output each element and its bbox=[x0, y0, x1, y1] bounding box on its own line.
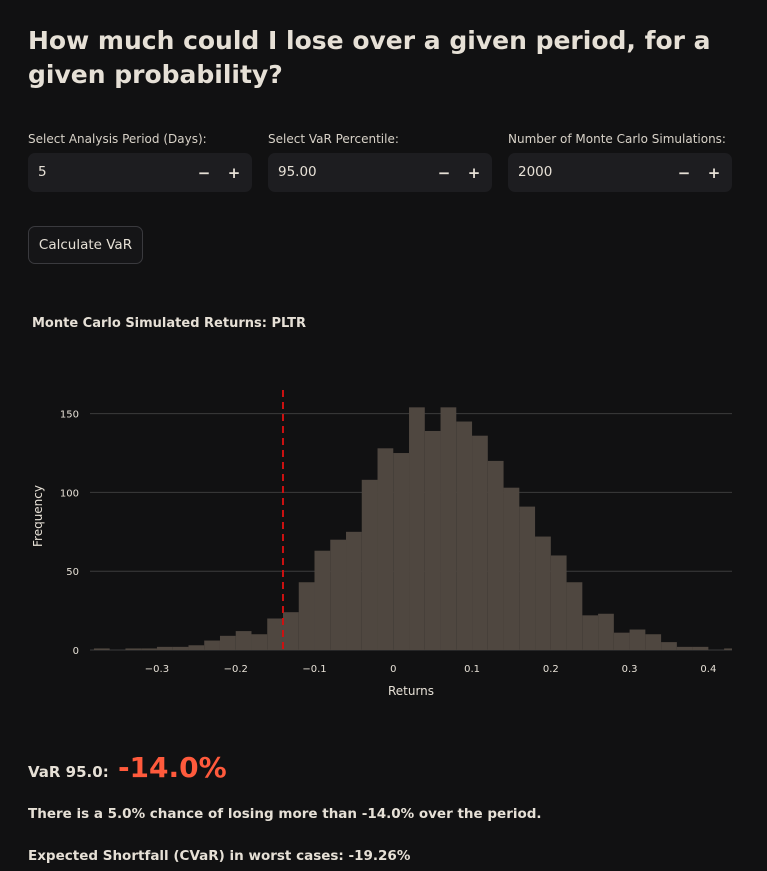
percentile-field: Select VaR Percentile: 95.00 − + bbox=[268, 130, 492, 192]
y-tick-label: 150 bbox=[60, 410, 79, 421]
histogram-bar bbox=[141, 648, 157, 650]
cvar-text: Expected Shortfall (CVaR) in worst cases… bbox=[28, 848, 411, 864]
calculate-var-button[interactable]: Calculate VaR bbox=[28, 226, 143, 264]
histogram-bar bbox=[172, 646, 189, 650]
x-tick-label: −0.1 bbox=[302, 664, 326, 675]
page-title: How much could I lose over a given perio… bbox=[28, 26, 711, 89]
histogram-bar bbox=[235, 631, 252, 650]
x-tick-label: 0.1 bbox=[464, 664, 480, 675]
period-label: Select Analysis Period (Days): bbox=[28, 132, 207, 146]
histogram-bar bbox=[613, 632, 630, 650]
histogram-bar bbox=[409, 407, 425, 650]
histogram-bar bbox=[267, 618, 283, 650]
histogram-chart: 0 50 100 150 −0.3 −0.2 −0.1 0 0.1 0.2 0.3 0.4 Retur… bbox=[31, 390, 732, 698]
histogram-bar bbox=[629, 629, 646, 650]
period-decrement-button[interactable]: − bbox=[197, 163, 211, 182]
histogram-bar bbox=[377, 448, 394, 650]
histogram-bar bbox=[503, 487, 520, 650]
simulations-field: Number of Monte Carlo Simulations: 2000 … bbox=[508, 130, 732, 192]
x-tick-label: 0 bbox=[390, 664, 396, 675]
histogram-bar bbox=[298, 582, 315, 650]
histogram-bar bbox=[535, 536, 551, 650]
histogram-bar bbox=[204, 640, 220, 650]
percentile-increment-button[interactable]: + bbox=[467, 163, 481, 182]
percentile-decrement-button[interactable]: − bbox=[437, 163, 451, 182]
x-tick-label: −0.3 bbox=[145, 664, 169, 675]
x-tick-label: 0.3 bbox=[622, 664, 638, 675]
histogram-bar bbox=[125, 648, 142, 650]
histogram-bar bbox=[219, 635, 236, 650]
histogram-bar bbox=[393, 453, 410, 650]
histogram-bar bbox=[93, 648, 110, 650]
histogram-bar bbox=[519, 506, 536, 650]
period-increment-button[interactable]: + bbox=[227, 163, 241, 182]
histogram-bar bbox=[440, 407, 457, 650]
histogram-bar bbox=[724, 648, 732, 650]
x-tick-label: 0.2 bbox=[543, 664, 559, 675]
chart-title: Monte Carlo Simulated Returns: PLTR bbox=[32, 316, 306, 331]
histogram-bar bbox=[692, 646, 709, 650]
histogram-bar bbox=[424, 430, 441, 650]
period-stepper[interactable]: 5 − + bbox=[28, 153, 252, 192]
histogram-bar bbox=[156, 646, 173, 650]
var-label: VaR 95.0: bbox=[28, 763, 109, 781]
histogram-bar bbox=[456, 421, 473, 650]
x-tick-label: −0.2 bbox=[224, 664, 248, 675]
histogram-bar bbox=[472, 435, 488, 650]
histogram-bar bbox=[598, 613, 614, 650]
histogram-bar bbox=[282, 612, 299, 650]
histogram-bar bbox=[582, 615, 599, 650]
histogram-bar bbox=[346, 531, 362, 650]
histogram-bar bbox=[645, 634, 662, 650]
percentile-input[interactable]: 95.00 bbox=[278, 164, 317, 180]
histogram-bar bbox=[487, 460, 504, 650]
histogram-bar bbox=[330, 539, 347, 650]
y-tick-label: 0 bbox=[73, 646, 79, 657]
percentile-stepper[interactable]: 95.00 − + bbox=[268, 153, 492, 192]
x-tick-label: 0.4 bbox=[700, 664, 716, 675]
var-value: -14.0% bbox=[117, 751, 227, 784]
y-tick-label: 100 bbox=[60, 488, 79, 499]
simulations-decrement-button[interactable]: − bbox=[677, 163, 691, 182]
histogram-bar bbox=[661, 642, 677, 650]
histogram-bar bbox=[676, 646, 693, 650]
period-input[interactable]: 5 bbox=[38, 164, 47, 180]
y-tick-label: 50 bbox=[66, 567, 79, 578]
simulations-label: Number of Monte Carlo Simulations: bbox=[508, 132, 726, 146]
percentile-label: Select VaR Percentile: bbox=[268, 132, 399, 146]
histogram-bar bbox=[361, 479, 378, 650]
x-axis-label: Returns bbox=[388, 684, 434, 698]
histogram-bar bbox=[314, 550, 331, 650]
histogram-bar bbox=[251, 634, 268, 650]
period-field: Select Analysis Period (Days): 5 − + bbox=[28, 130, 252, 192]
simulations-stepper[interactable]: 2000 − + bbox=[508, 153, 732, 192]
var-result: VaR 95.0: -14.0% bbox=[28, 748, 227, 788]
probability-text: There is a 5.0% chance of losing more th… bbox=[28, 806, 542, 822]
histogram-bar bbox=[566, 582, 583, 650]
histogram-bar bbox=[188, 645, 205, 650]
histogram-bar bbox=[550, 555, 567, 650]
y-axis-label: Frequency bbox=[31, 485, 45, 547]
simulations-increment-button[interactable]: + bbox=[707, 163, 721, 182]
simulations-input[interactable]: 2000 bbox=[518, 164, 553, 180]
